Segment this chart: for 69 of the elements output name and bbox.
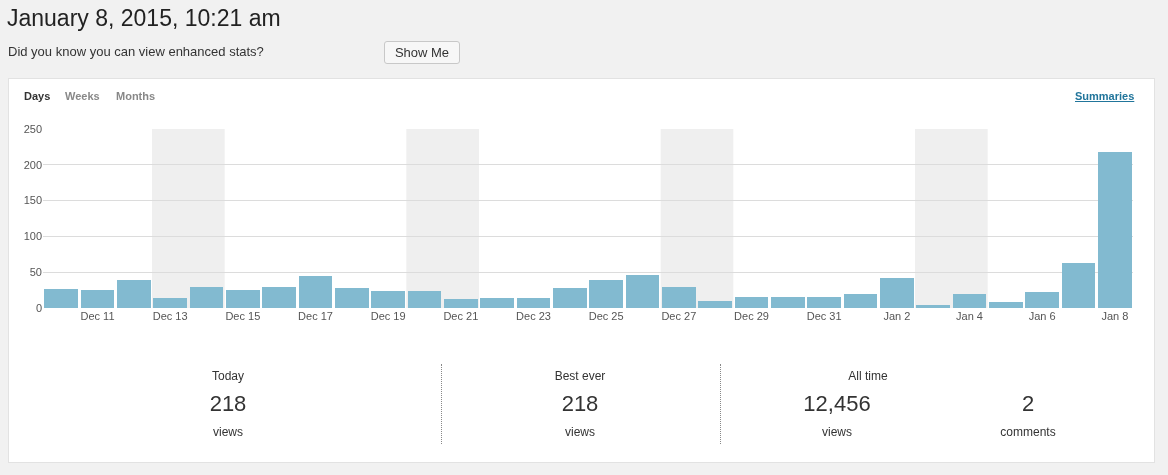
x-tick-label: Dec 25 bbox=[588, 310, 624, 322]
text: Today bbox=[211, 369, 245, 383]
bar bbox=[371, 291, 405, 308]
bar bbox=[844, 294, 877, 308]
bar bbox=[662, 287, 696, 308]
bar bbox=[81, 290, 114, 308]
x-tick-label: Dec 23 bbox=[516, 310, 551, 322]
x-tick-label: Dec 13 bbox=[152, 310, 188, 322]
bar bbox=[262, 287, 296, 308]
x-tick-label: Dec 19 bbox=[370, 310, 406, 322]
bar bbox=[335, 288, 369, 308]
bar bbox=[444, 299, 478, 308]
x-tick-label: Dec 31 bbox=[806, 310, 842, 322]
x-tick-label: Dec 21 bbox=[443, 310, 479, 322]
bar bbox=[1062, 263, 1095, 308]
bar bbox=[1098, 152, 1132, 308]
bar bbox=[553, 288, 587, 308]
bar bbox=[480, 298, 514, 308]
bar bbox=[880, 278, 914, 308]
bar bbox=[807, 297, 841, 308]
bar bbox=[589, 280, 623, 308]
bar bbox=[1025, 292, 1059, 308]
bar bbox=[153, 298, 187, 308]
y-tick-label: 200 bbox=[23, 158, 42, 171]
text: Best ever bbox=[554, 369, 606, 383]
bar bbox=[408, 291, 441, 308]
x-tick-label: Dec 29 bbox=[734, 310, 769, 322]
bar bbox=[517, 298, 550, 308]
text: views bbox=[821, 425, 853, 439]
y-tick-label: 150 bbox=[23, 194, 42, 207]
chart-title: January 8, 2015, 10:21 am bbox=[7, 5, 281, 32]
y-tick-label: 0 bbox=[35, 301, 42, 314]
x-tick-label: Jan 6 bbox=[1028, 310, 1056, 322]
x-tick-label: Dec 11 bbox=[80, 310, 115, 322]
x-tick-label: Jan 2 bbox=[883, 310, 911, 322]
bar bbox=[989, 302, 1023, 308]
text: views bbox=[564, 425, 596, 439]
text: 2 bbox=[1021, 391, 1035, 417]
text: comments bbox=[1000, 425, 1056, 439]
bar bbox=[117, 280, 151, 308]
x-tick-label: Jan 8 bbox=[1101, 310, 1129, 322]
button: Show Me bbox=[384, 41, 460, 64]
x-tick-label: Dec 27 bbox=[661, 310, 697, 322]
x-tick-label: Dec 17 bbox=[298, 310, 333, 322]
bar bbox=[226, 290, 260, 308]
text: All time bbox=[848, 369, 888, 383]
bar bbox=[299, 276, 332, 308]
text: 218 bbox=[209, 391, 247, 417]
bar bbox=[953, 294, 986, 308]
y-tick-label: 100 bbox=[23, 230, 42, 243]
text: Months bbox=[116, 90, 156, 102]
bar bbox=[771, 297, 805, 308]
x-tick-label: Jan 4 bbox=[956, 310, 983, 322]
y-tick-label: 250 bbox=[23, 122, 42, 135]
text: Weeks bbox=[65, 90, 100, 102]
bar bbox=[735, 297, 768, 308]
bar bbox=[44, 289, 78, 308]
chart-subtitle: Did you know you can view enhanced stats? bbox=[8, 44, 264, 59]
text: 218 bbox=[561, 391, 599, 417]
bar bbox=[190, 287, 223, 308]
y-tick-label: 50 bbox=[29, 266, 42, 279]
text: Summaries bbox=[1075, 90, 1135, 102]
bar bbox=[916, 305, 950, 308]
text: views bbox=[212, 425, 244, 439]
text: 12,456 bbox=[803, 391, 871, 417]
text: Days bbox=[24, 90, 51, 102]
x-tick-label: Dec 15 bbox=[225, 310, 261, 322]
bar bbox=[626, 275, 659, 308]
bar bbox=[698, 301, 732, 308]
